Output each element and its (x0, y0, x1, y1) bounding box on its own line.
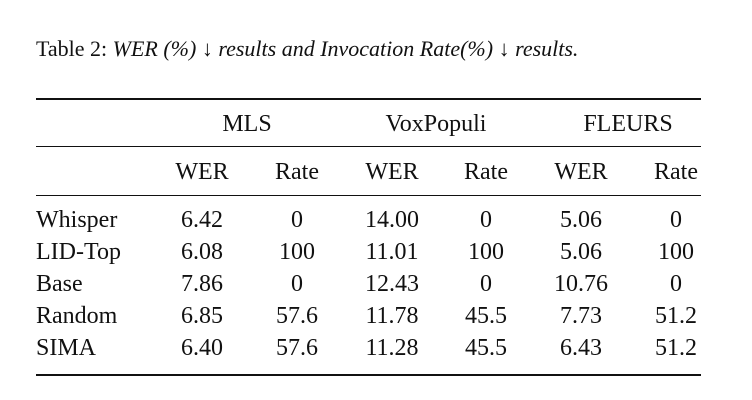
table-cell: 100 (658, 239, 694, 265)
table-cell: 0 (291, 207, 303, 233)
table-cell: 57.6 (276, 335, 318, 361)
table-cell: 51.2 (655, 303, 697, 329)
table-cell: 11.78 (365, 303, 419, 329)
table-cell: 0 (670, 271, 682, 297)
column-header: WER (554, 159, 608, 185)
table-cell: 51.2 (655, 335, 697, 361)
table-cell: 6.85 (181, 303, 223, 329)
row-label: Whisper (36, 207, 118, 233)
table-cell: 6.40 (181, 335, 223, 361)
table-cell: 0 (291, 271, 303, 297)
table-cell: 6.43 (560, 335, 602, 361)
column-header: WER (365, 159, 419, 185)
column-header: Rate (464, 159, 508, 185)
table-cell: 5.06 (560, 239, 602, 265)
row-label: Base (36, 271, 83, 297)
caption-text: WER (%) ↓ results and Invocation Rate(%)… (112, 36, 579, 61)
table-cell: 45.5 (465, 335, 507, 361)
group-header: FLEURS (583, 111, 673, 137)
column-header: WER (175, 159, 229, 185)
caption-label: Table 2: (36, 36, 108, 61)
top-rule (36, 98, 701, 100)
group-header: MLS (222, 111, 272, 137)
table-caption: Table 2: WER (%) ↓ results and Invocatio… (36, 36, 578, 62)
group-header-rule (36, 146, 701, 147)
table-cell: 10.76 (554, 271, 608, 297)
table-cell: 11.28 (365, 335, 419, 361)
table-cell: 100 (279, 239, 315, 265)
row-label: SIMA (36, 335, 97, 361)
table-cell: 45.5 (465, 303, 507, 329)
table-cell: 0 (670, 207, 682, 233)
column-header: Rate (654, 159, 698, 185)
row-label: LID-Top (36, 239, 121, 265)
table-cell: 5.06 (560, 207, 602, 233)
table-cell: 0 (480, 207, 492, 233)
column-header: Rate (275, 159, 319, 185)
table-cell: 100 (468, 239, 504, 265)
table-cell: 12.43 (365, 271, 419, 297)
row-label: Random (36, 303, 118, 329)
table-cell: 6.42 (181, 207, 223, 233)
table-cell: 57.6 (276, 303, 318, 329)
table-cell: 14.00 (365, 207, 419, 233)
bottom-rule (36, 374, 701, 376)
subheader-rule (36, 195, 701, 196)
table-cell: 7.86 (181, 271, 223, 297)
table-cell: 0 (480, 271, 492, 297)
table-cell: 11.01 (365, 239, 419, 265)
table-cell: 7.73 (560, 303, 602, 329)
group-header: VoxPopuli (385, 111, 487, 137)
table-cell: 6.08 (181, 239, 223, 265)
